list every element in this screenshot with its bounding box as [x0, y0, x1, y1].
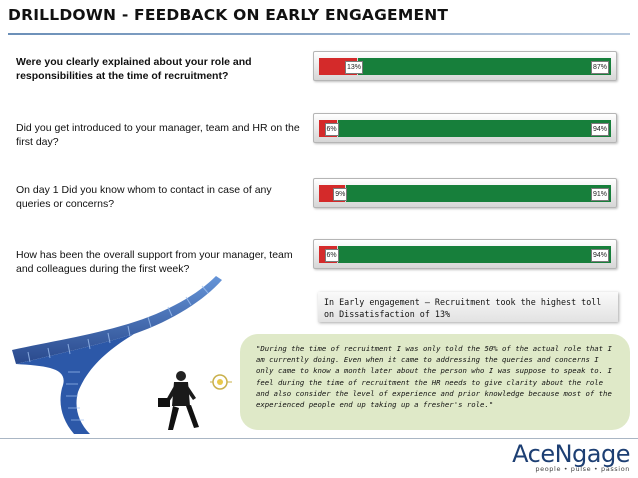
brand-logo: AceNgage people • pulse • passion — [512, 440, 630, 473]
logo-wordmark: AceNgage — [512, 440, 630, 468]
stacked-bar: 13% 87% — [319, 58, 611, 75]
question-text: Did you get introduced to your manager, … — [16, 122, 300, 148]
bar-frame: 13% 87% — [313, 51, 617, 81]
question-text: How has been the overall support from yo… — [16, 249, 293, 275]
stacked-bar: 9% 91% — [319, 185, 611, 202]
data-label-dissatisfied: 6% — [324, 123, 339, 136]
logo-tagline: people • pulse • passion — [535, 465, 630, 473]
bar-frame: 9% 91% — [313, 178, 617, 208]
title-underline — [8, 33, 630, 35]
footer-rule — [0, 438, 638, 439]
page-title: DRILLDOWN - FEEDBACK ON EARLY ENGAGEMENT — [8, 6, 449, 24]
stacked-bar: 6% 94% — [319, 246, 611, 263]
data-label-satisfied: 87% — [590, 61, 609, 74]
summary-callout: In Early engagement – Recruitment took t… — [318, 292, 618, 322]
bar-segment-satisfied — [346, 185, 611, 202]
bar-segment-satisfied — [357, 58, 611, 75]
businessman-figure — [158, 371, 199, 430]
bar-segment-satisfied — [337, 120, 611, 137]
staircase-illustration — [12, 276, 232, 434]
question-text: On day 1 Did you know whom to contact in… — [16, 184, 272, 210]
question-text: Were you clearly explained about your ro… — [16, 56, 252, 82]
thought-icon — [210, 374, 232, 390]
data-label-satisfied: 94% — [590, 123, 609, 136]
data-label-dissatisfied: 13% — [344, 61, 363, 74]
employee-quote: "During the time of recruitment I was on… — [240, 334, 630, 430]
bar-segment-satisfied — [337, 246, 611, 263]
bar-frame: 6% 94% — [313, 239, 617, 269]
data-label-dissatisfied: 9% — [333, 188, 348, 201]
stacked-bar: 6% 94% — [319, 120, 611, 137]
data-label-satisfied: 91% — [590, 188, 609, 201]
data-label-satisfied: 94% — [590, 249, 609, 262]
bar-frame: 6% 94% — [313, 113, 617, 143]
data-label-dissatisfied: 6% — [324, 249, 339, 262]
